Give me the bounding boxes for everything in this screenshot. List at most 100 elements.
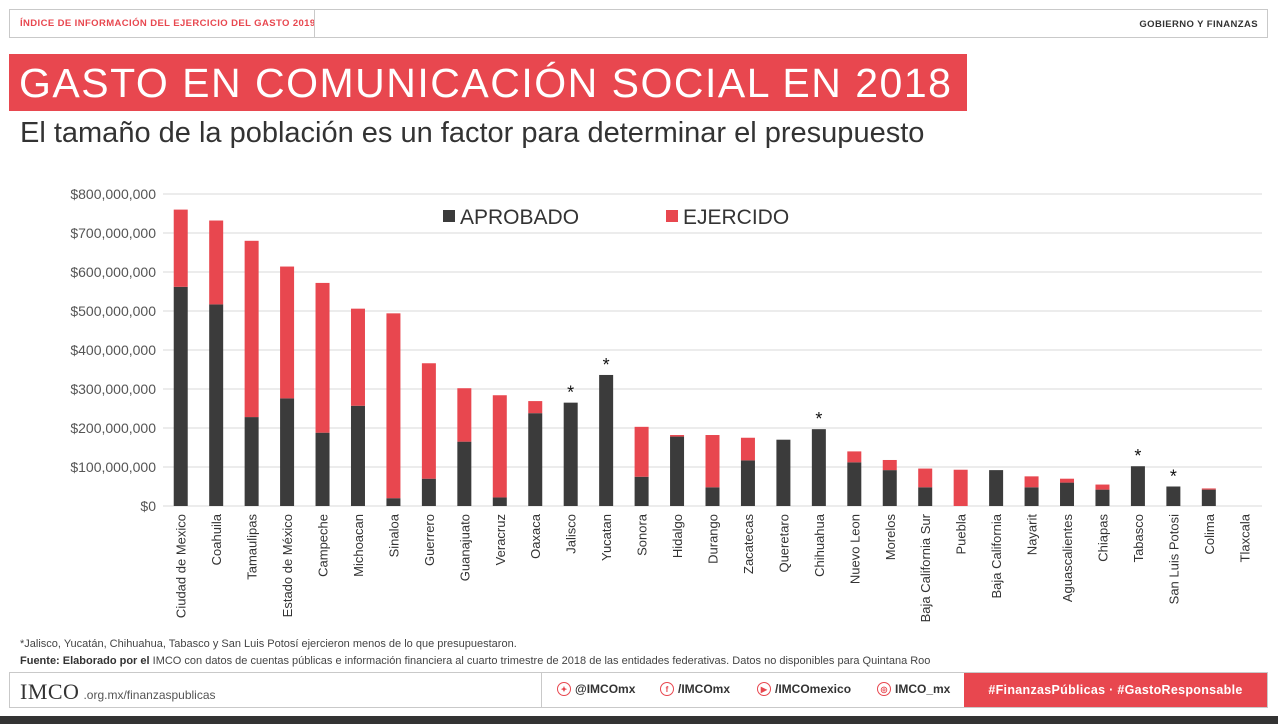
youtube-icon: ▶ bbox=[757, 682, 771, 696]
x-tick-label: Tamaulipas bbox=[245, 514, 260, 580]
legend-swatch bbox=[443, 210, 455, 222]
bar-ejercido bbox=[280, 266, 295, 399]
x-tick-label: Sinaloa bbox=[386, 513, 401, 557]
x-tick-label: Queretaro bbox=[776, 514, 791, 573]
bar-ejercido bbox=[1095, 484, 1110, 490]
bar-aprobado bbox=[918, 487, 933, 506]
bar-aprobado bbox=[280, 398, 295, 506]
stacked-bar-chart: $0 $100,000,000 $200,000,000 $300,000,000 $4… bbox=[70, 186, 1262, 622]
bar-ejercido bbox=[492, 395, 507, 498]
x-tick-label: Nayarit bbox=[1025, 514, 1040, 556]
bar-ejercido bbox=[244, 240, 259, 418]
bar-aprobado bbox=[563, 402, 578, 506]
legend-label: APROBADO bbox=[460, 206, 579, 229]
bar-aprobado bbox=[1024, 487, 1039, 506]
y-tick-label: $800,000,000 bbox=[70, 186, 156, 202]
x-tick-label: Guanajuato bbox=[457, 514, 472, 581]
x-tick-label: Colima bbox=[1202, 513, 1217, 554]
twitter-handle: @IMCOmx bbox=[575, 682, 636, 696]
youtube-handle: /IMCOmexico bbox=[775, 682, 852, 696]
bar-ejercido bbox=[528, 401, 543, 414]
footer-divider bbox=[541, 673, 542, 707]
bar-aprobado bbox=[350, 405, 365, 506]
bar-aprobado bbox=[173, 286, 188, 506]
bar-aprobado bbox=[457, 441, 472, 506]
x-tick-label: Jalisco bbox=[564, 514, 579, 554]
bar-ejercido bbox=[670, 435, 685, 437]
x-tick-label: Sonora bbox=[635, 513, 650, 556]
title-banner: GASTO EN COMUNICACIÓN SOCIAL EN 2018 bbox=[9, 54, 967, 111]
bar-aprobado bbox=[1130, 466, 1145, 506]
bar-aprobado bbox=[882, 470, 897, 506]
asterisk-marker: * bbox=[603, 355, 610, 375]
x-tick-label: Tlaxcala bbox=[1237, 513, 1252, 562]
x-tick-label: Baja California Sur bbox=[918, 513, 933, 622]
footer-url[interactable]: .org.mx/finanzaspublicas bbox=[83, 688, 216, 702]
twitter-link[interactable]: ✦ @IMCOmx bbox=[557, 682, 635, 696]
imco-logo[interactable]: IMCO .org.mx/finanzaspublicas bbox=[20, 679, 216, 705]
bar-aprobado bbox=[740, 460, 755, 506]
bar-aprobado bbox=[421, 478, 436, 506]
x-tick-label: Oaxaca bbox=[528, 513, 543, 559]
x-tick-label: Coahuila bbox=[209, 513, 224, 565]
source-text: IMCO con datos de cuentas públicas e inf… bbox=[149, 655, 931, 667]
chart-footnote: *Jalisco, Yucatán, Chihuahua, Tabasco y … bbox=[20, 638, 517, 650]
report-label: ÍNDICE DE INFORMACIÓN DEL EJERCICIO DEL … bbox=[20, 18, 316, 29]
bar-ejercido bbox=[847, 451, 862, 463]
facebook-icon: f bbox=[660, 682, 674, 696]
x-tick-label: Ciudad de Mexico bbox=[174, 514, 189, 618]
legend-label: EJERCIDO bbox=[683, 206, 789, 229]
x-tick-label: Yucatan bbox=[599, 514, 614, 561]
x-tick-label: Hidalgo bbox=[670, 514, 685, 558]
y-tick-label: $0 bbox=[140, 498, 156, 514]
bar-ejercido bbox=[386, 313, 401, 499]
bar-aprobado bbox=[1095, 489, 1110, 506]
bar-ejercido bbox=[1201, 488, 1216, 490]
bar-aprobado bbox=[705, 487, 720, 506]
legend-swatch bbox=[666, 210, 678, 222]
logo-text: IMCO bbox=[20, 679, 80, 704]
bar-aprobado bbox=[670, 436, 685, 506]
bar-aprobado bbox=[634, 476, 649, 506]
header-divider bbox=[314, 10, 315, 37]
bar-aprobado bbox=[1201, 489, 1216, 506]
twitter-icon: ✦ bbox=[557, 682, 571, 696]
bottom-strip bbox=[0, 716, 1278, 724]
x-tick-label: Aguascalientes bbox=[1060, 514, 1075, 603]
bar-ejercido bbox=[1060, 478, 1075, 483]
instagram-icon: ◎ bbox=[877, 682, 891, 696]
bar-ejercido bbox=[918, 468, 933, 488]
bar-aprobado bbox=[244, 417, 259, 506]
x-tick-label: Puebla bbox=[954, 513, 969, 554]
x-tick-label: Guerrero bbox=[422, 514, 437, 566]
asterisk-marker: * bbox=[815, 409, 822, 429]
bar-aprobado bbox=[776, 439, 791, 506]
bar-ejercido bbox=[209, 220, 224, 305]
bar-aprobado bbox=[528, 413, 543, 506]
x-tick-label: Chihuahua bbox=[812, 513, 827, 577]
bar-aprobado bbox=[811, 429, 826, 506]
hashtag-banner[interactable]: #FinanzasPúblicas · #GastoResponsable bbox=[964, 673, 1267, 707]
y-tick-label: $700,000,000 bbox=[70, 225, 156, 241]
y-tick-label: $600,000,000 bbox=[70, 264, 156, 280]
instagram-link[interactable]: ◎ IMCO_mx bbox=[877, 682, 950, 696]
source-label: Fuente: Elaborado por el bbox=[20, 655, 150, 667]
x-tick-label: Morelos bbox=[883, 514, 898, 561]
bar-aprobado bbox=[599, 374, 614, 506]
y-tick-label: $500,000,000 bbox=[70, 303, 156, 319]
y-tick-label: $100,000,000 bbox=[70, 459, 156, 475]
bar-aprobado bbox=[847, 462, 862, 506]
bar-ejercido bbox=[705, 435, 720, 488]
facebook-link[interactable]: f /IMCOmx bbox=[660, 682, 730, 696]
bar-ejercido bbox=[173, 209, 188, 287]
bar-ejercido bbox=[634, 426, 649, 477]
y-tick-label: $300,000,000 bbox=[70, 381, 156, 397]
x-tick-label: Durango bbox=[706, 514, 721, 564]
x-tick-label: Zacatecas bbox=[741, 514, 756, 574]
chart-source: Fuente: Elaborado por el IMCO con datos … bbox=[20, 655, 930, 667]
asterisk-marker: * bbox=[567, 383, 574, 403]
bar-ejercido bbox=[315, 282, 330, 433]
top-header-bar: ÍNDICE DE INFORMACIÓN DEL EJERCICIO DEL … bbox=[9, 9, 1268, 38]
youtube-link[interactable]: ▶ /IMCOmexico bbox=[757, 682, 851, 696]
x-tick-label: Nuevo Leon bbox=[847, 514, 862, 584]
